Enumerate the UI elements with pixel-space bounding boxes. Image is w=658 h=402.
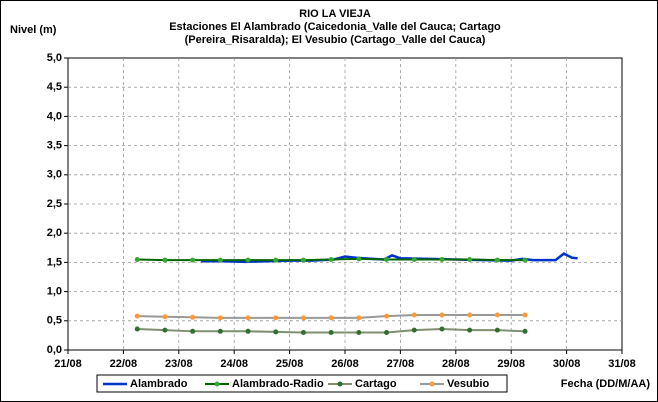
legend-marker [337, 381, 343, 387]
series-marker [439, 256, 445, 262]
x-tick-label: 25/08 [276, 358, 304, 370]
series-marker [411, 256, 417, 262]
x-tick-label: 31/08 [608, 358, 636, 370]
series-marker [494, 312, 500, 318]
y-tick-label: 0,0 [47, 344, 62, 356]
series-marker [328, 256, 334, 262]
series-marker [245, 257, 251, 263]
series-marker [217, 315, 223, 321]
y-tick-label: 1,0 [47, 286, 62, 298]
series-marker [384, 329, 390, 335]
series-marker [300, 257, 306, 263]
series-marker [467, 256, 473, 262]
series-marker [217, 328, 223, 334]
y-tick-label: 0,5 [47, 315, 62, 327]
x-tick-label: 22/08 [110, 358, 138, 370]
y-tick-label: 4,0 [47, 110, 62, 122]
series-marker [273, 257, 279, 263]
series-marker [411, 312, 417, 318]
x-tick-label: 27/08 [387, 358, 415, 370]
y-tick-label: 2,5 [47, 198, 62, 210]
y-tick-label: 2,0 [47, 227, 62, 239]
y-axis-label: Nivel (m) [10, 24, 57, 36]
series-marker [134, 313, 140, 319]
chart-subtitle: (Pereira_Risaralda); El Vesubio (Cartago… [185, 34, 486, 46]
y-tick-label: 4,5 [47, 81, 62, 93]
legend-marker [214, 381, 220, 387]
legend-label: Vesubio [447, 378, 489, 390]
x-tick-label: 30/08 [553, 358, 581, 370]
series-marker [328, 329, 334, 335]
series-marker [245, 328, 251, 334]
series-marker [522, 312, 528, 318]
series-marker [134, 326, 140, 332]
series-marker [411, 327, 417, 333]
series-marker [162, 314, 168, 320]
series-marker [467, 327, 473, 333]
x-tick-label: 23/08 [165, 358, 193, 370]
series-marker [439, 312, 445, 318]
series-marker [217, 257, 223, 263]
series-marker [356, 256, 362, 262]
chart-title: RIO LA VIEJA [299, 8, 371, 20]
series-marker [245, 315, 251, 321]
x-axis-label: Fecha (DD/M/AA) [561, 378, 651, 390]
y-tick-label: 1,5 [47, 256, 62, 268]
series-marker [162, 257, 168, 263]
series-marker [522, 328, 528, 334]
legend-label: Alambrado-Radio [232, 378, 324, 390]
series-marker [300, 315, 306, 321]
series-marker [273, 315, 279, 321]
series-marker [190, 314, 196, 320]
series-marker [190, 257, 196, 263]
x-tick-label: 21/08 [54, 358, 82, 370]
series-marker [190, 328, 196, 334]
chart-subtitle: Estaciones El Alambrado (Caicedonia_Vall… [169, 21, 501, 33]
series-marker [494, 257, 500, 263]
series-marker [162, 327, 168, 333]
series-marker [439, 326, 445, 332]
series-marker [273, 329, 279, 335]
x-tick-label: 26/08 [331, 358, 359, 370]
series-marker [134, 256, 140, 262]
legend-label: Alambrado [130, 378, 188, 390]
series-marker [356, 315, 362, 321]
x-tick-label: 24/08 [220, 358, 248, 370]
series-marker [494, 327, 500, 333]
y-tick-label: 3,5 [47, 140, 62, 152]
series-marker [467, 312, 473, 318]
x-tick-label: 29/08 [497, 358, 525, 370]
series-marker [384, 313, 390, 319]
y-tick-label: 3,0 [47, 169, 62, 181]
series-marker [300, 329, 306, 335]
x-tick-label: 28/08 [442, 358, 470, 370]
legend-box [96, 374, 508, 393]
legend-marker [429, 381, 435, 387]
y-tick-label: 5,0 [47, 52, 62, 64]
series-marker [328, 315, 334, 321]
series-marker [356, 329, 362, 335]
series-marker [384, 256, 390, 262]
series-marker [522, 257, 528, 263]
legend-label: Cartago [355, 378, 397, 390]
